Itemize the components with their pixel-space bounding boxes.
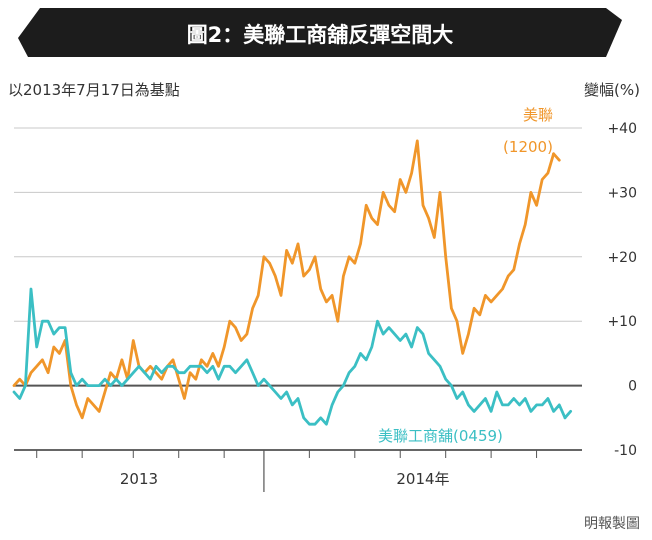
y-tick-label-3: +10 xyxy=(607,314,637,330)
series-line-0 xyxy=(12,139,555,420)
series-end-segment-0 xyxy=(552,152,561,162)
series-line-1 xyxy=(12,287,567,426)
x-group-label-0: 2013 xyxy=(120,470,158,488)
grid-lines xyxy=(14,127,582,451)
y-tick-labels: +40 +30 +20 +10 0 -10 xyxy=(607,121,637,459)
series-label-0-line-2: (1200) xyxy=(503,138,553,156)
x-axis: 2013 2014年 xyxy=(14,449,582,492)
x-group-label-1: 2014年 xyxy=(396,470,449,488)
series-labels: 美聯 (1200) 美聯工商舖(0459) xyxy=(378,106,553,445)
series-end-segment-1 xyxy=(563,409,573,420)
source-credit: 明報製圖 xyxy=(584,516,640,532)
chart-title: 圖2：美聯工商舖反彈空間大 xyxy=(187,23,454,47)
y-tick-label-0: +40 xyxy=(607,121,637,137)
series-lines xyxy=(12,139,573,426)
title-banner xyxy=(18,8,622,57)
y-tick-label-1: +30 xyxy=(607,185,637,201)
series-label-1: 美聯工商舖(0459) xyxy=(378,427,503,445)
chart-subtitle: 以2013年7月17日為基點 xyxy=(8,81,180,99)
y-tick-label-5: -10 xyxy=(614,443,637,459)
series-label-0-line-1: 美聯 xyxy=(523,106,553,124)
y-tick-label-4: 0 xyxy=(628,379,637,395)
y-tick-label-2: +20 xyxy=(607,250,637,266)
y-axis-label: 變幅(%) xyxy=(584,81,640,99)
